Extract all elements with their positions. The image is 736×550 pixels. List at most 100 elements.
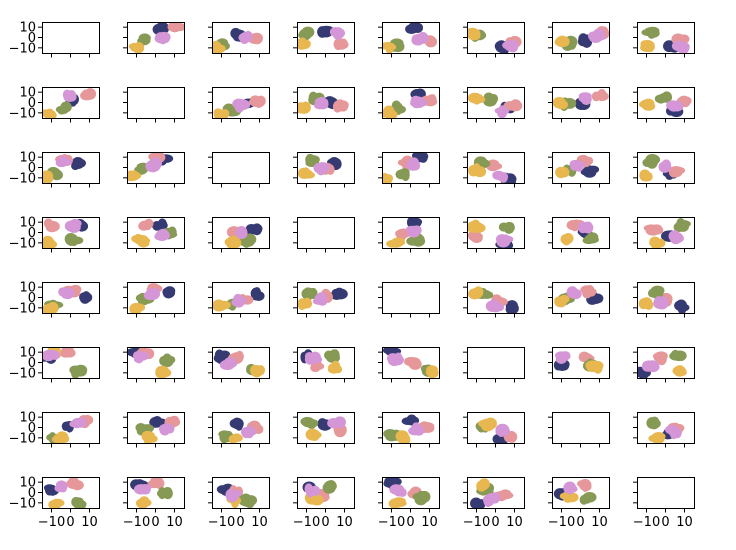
cluster-point xyxy=(127,174,138,182)
cluster-orchid xyxy=(494,105,510,118)
cluster-point xyxy=(658,298,668,307)
panel-r3-c7 xyxy=(633,217,695,253)
cluster-point xyxy=(645,26,660,35)
cluster-point xyxy=(221,359,235,370)
cluster-point xyxy=(160,355,174,368)
cluster-point xyxy=(565,483,575,492)
cluster-point xyxy=(579,494,589,505)
cluster-navy xyxy=(637,366,651,378)
cluster-gold xyxy=(476,478,490,492)
panel-r6-c1 xyxy=(123,412,185,448)
panel-clusters xyxy=(637,349,687,378)
cluster-point xyxy=(234,99,249,111)
cluster-orchid xyxy=(495,423,511,437)
cluster-point xyxy=(327,353,341,363)
cluster-gold xyxy=(585,360,604,374)
y-tick-label: 0 xyxy=(28,226,36,241)
panel-clusters xyxy=(43,477,87,508)
cluster-point xyxy=(556,352,570,360)
cluster-olive xyxy=(300,416,319,430)
x-tick-label: −10 xyxy=(378,515,405,530)
cluster-orchid xyxy=(304,351,323,365)
panel-r5-c1 xyxy=(123,347,185,383)
panel-clusters xyxy=(467,27,522,53)
cluster-point xyxy=(61,287,75,300)
panel-r4-c7 xyxy=(633,282,695,318)
cluster-orchid xyxy=(154,31,171,45)
x-tick-label: 10 xyxy=(676,515,693,530)
cluster-navy xyxy=(71,156,86,171)
panel-r5-c6 xyxy=(548,347,610,383)
cluster-navy xyxy=(470,497,487,508)
x-tick-label: 10 xyxy=(166,515,183,530)
panel-clusters xyxy=(130,477,173,508)
cluster-point xyxy=(391,237,405,246)
cluster-point xyxy=(250,364,261,376)
x-tick-label: 10 xyxy=(591,515,608,530)
y-tick-label: −10 xyxy=(9,366,36,381)
cluster-point xyxy=(139,220,150,228)
cluster-pink xyxy=(167,22,184,33)
panel-r0-c4 xyxy=(378,22,440,58)
panel-r3-c5 xyxy=(463,217,525,253)
cluster-point xyxy=(485,95,494,106)
cluster-point xyxy=(415,492,429,501)
cluster-point xyxy=(245,224,257,236)
cluster-navy xyxy=(152,218,168,233)
cluster-point xyxy=(493,302,505,312)
cluster-point xyxy=(656,353,667,366)
cluster-orchid xyxy=(405,225,422,238)
cluster-gold xyxy=(386,237,406,248)
cluster-gold xyxy=(228,433,243,443)
cluster-point xyxy=(47,223,59,231)
panel-clusters xyxy=(646,416,685,443)
cluster-orchid xyxy=(566,286,582,300)
cluster-point xyxy=(655,238,666,248)
y-tick-label: −10 xyxy=(9,236,36,251)
cluster-orchid xyxy=(492,170,509,183)
panel-clusters xyxy=(467,92,523,118)
cluster-point xyxy=(155,368,165,378)
cluster-point xyxy=(592,28,605,40)
cluster-point xyxy=(309,429,318,439)
panel-clusters xyxy=(643,217,691,248)
cluster-olive xyxy=(238,493,258,508)
cluster-point xyxy=(393,105,406,114)
cluster-point xyxy=(649,419,661,429)
panel-r3-c2 xyxy=(208,217,270,253)
cluster-gold xyxy=(467,27,481,41)
cluster-point xyxy=(131,303,146,312)
cluster-point xyxy=(387,354,401,367)
cluster-gold xyxy=(467,92,486,105)
panel-r7-c2: −10 0 10 xyxy=(208,477,270,530)
cluster-point xyxy=(499,172,508,183)
cluster-pink xyxy=(580,284,597,299)
panel-clusters xyxy=(213,349,265,378)
cluster-point xyxy=(668,166,680,178)
cluster-navy xyxy=(674,299,690,313)
panel-frame xyxy=(552,412,610,444)
panel-r2-c5 xyxy=(463,152,525,188)
cluster-pink xyxy=(643,224,664,236)
x-tick-label: −10 xyxy=(208,515,235,530)
cluster-point xyxy=(47,301,59,313)
cluster-orchid xyxy=(502,40,519,53)
panel-r1-c5 xyxy=(463,87,525,123)
cluster-point xyxy=(73,419,84,428)
cluster-navy xyxy=(401,414,420,426)
cluster-point xyxy=(556,99,566,110)
panel-clusters xyxy=(42,218,89,248)
cluster-point xyxy=(225,236,237,248)
cluster-orchid xyxy=(666,100,684,112)
cluster-point xyxy=(157,230,170,241)
x-tick-label: 0 xyxy=(321,515,329,530)
cluster-olive xyxy=(673,217,691,233)
x-tick-label: 10 xyxy=(421,515,438,530)
panel-r7-c1: −10 0 10 xyxy=(123,477,185,530)
cluster-orchid xyxy=(653,296,669,310)
cluster-navy xyxy=(580,165,600,178)
cluster-orchid xyxy=(42,349,61,362)
cluster-navy xyxy=(505,300,519,313)
panel-r5-c4 xyxy=(378,347,440,383)
cluster-point xyxy=(661,161,671,173)
